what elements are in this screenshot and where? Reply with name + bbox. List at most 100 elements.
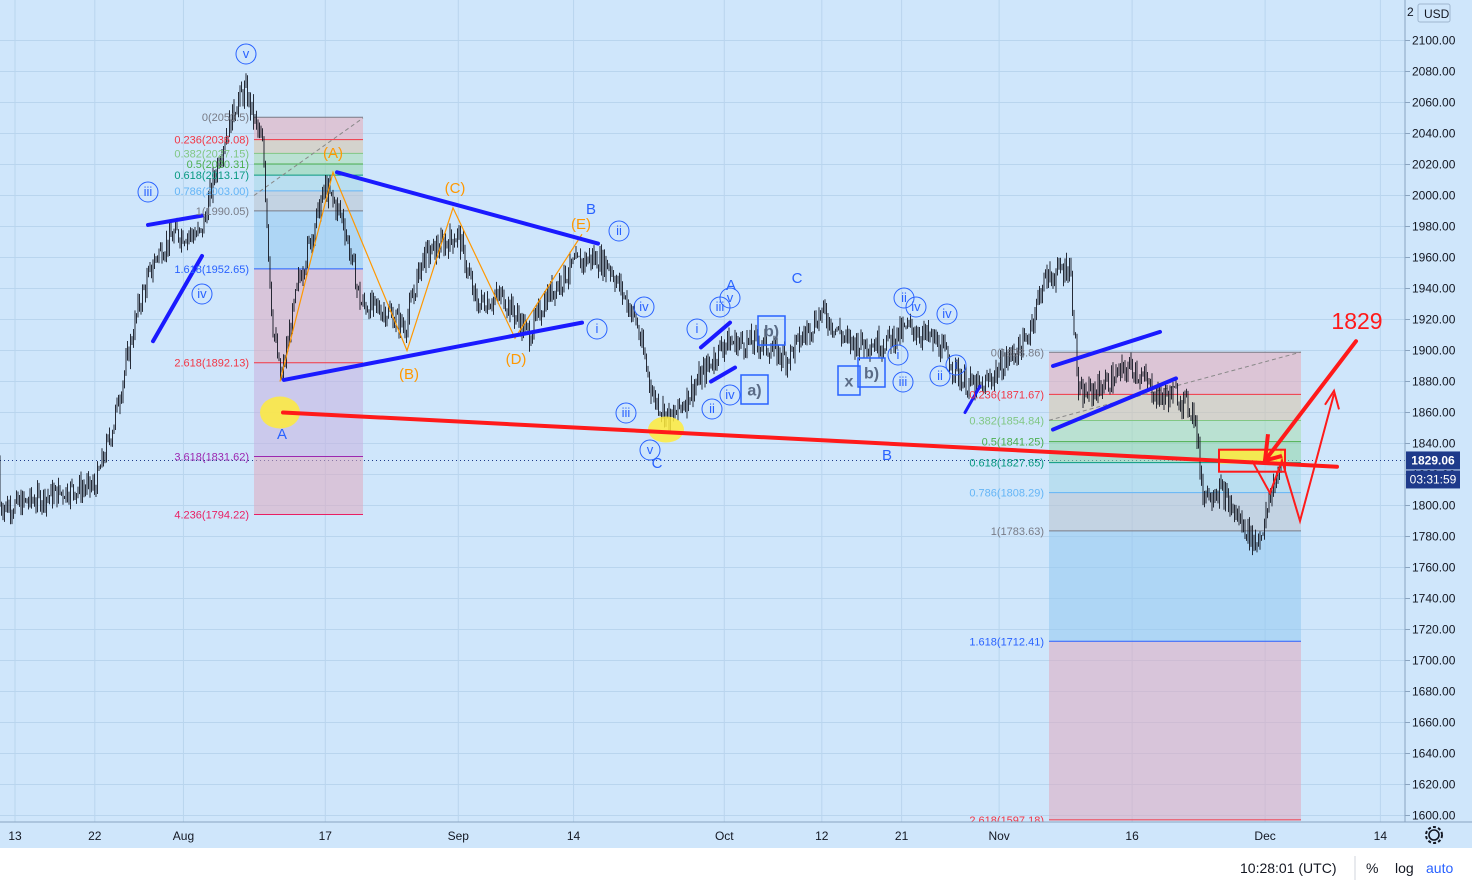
- price-tick-label: 1740.00: [1412, 592, 1456, 606]
- wave-label-boxed: b): [864, 366, 879, 383]
- time-tick-label: Sep: [448, 829, 470, 843]
- price-tick-label: 2080.00: [1412, 65, 1456, 79]
- fib-right-level-label: 0.236(1871.67): [969, 389, 1044, 401]
- wave-label-a-blue-oct: A: [726, 277, 736, 294]
- target-arrowhead: [1262, 433, 1283, 464]
- wave-label-circled: iv: [942, 306, 952, 321]
- fib-right-level-label: 0.618(1827.65): [969, 458, 1044, 470]
- currency-badge[interactable]: [1417, 3, 1451, 23]
- fib-left-trend: [253, 117, 364, 196]
- wave-label-boxed: b): [764, 324, 779, 341]
- wave-label-circled: iii: [899, 374, 908, 389]
- fib-right-level-label: 0.5(1841.25): [982, 437, 1044, 449]
- fib-right-trend: [1048, 351, 1302, 421]
- price-axis[interactable]: [1405, 0, 1472, 822]
- fib-left-level-label: 0.618(2013.17): [174, 170, 249, 182]
- trendline-triangle-lower: [282, 320, 584, 382]
- fib-right-band: [1049, 462, 1301, 493]
- price-tick-label: 1620.00: [1412, 778, 1456, 792]
- price-tick-label: 1800.00: [1412, 499, 1456, 513]
- wave-label-a-orange: (A): [323, 145, 343, 162]
- wave-label-c-blue: C: [652, 455, 663, 472]
- currency-label: USD: [1424, 7, 1450, 21]
- log-scale-button[interactable]: log: [1395, 860, 1414, 876]
- wave-circle: [608, 220, 630, 242]
- settings-icon[interactable]: [1425, 826, 1443, 844]
- fib-left-band: [254, 190, 363, 211]
- percent-scale-button[interactable]: %: [1366, 860, 1378, 876]
- wave-label-boxed: x: [845, 374, 854, 391]
- wave-circle: [235, 43, 257, 65]
- wave-label-circled: i: [696, 321, 699, 336]
- wave-labels: 0(2050.5)0.236(2036.08)0.382(2027.15)0.5…: [137, 43, 1383, 827]
- fib-right-band: [1049, 420, 1301, 442]
- fib-right-level-label: 0.382(1854.84): [969, 415, 1044, 427]
- time-tick-label: 17: [319, 829, 333, 843]
- price-tick-label: 1920.00: [1412, 313, 1456, 327]
- fib-right-level-label: 1(1783.63): [991, 526, 1044, 538]
- wave-label-circled: iv: [911, 299, 921, 314]
- price-tick-label: 1880.00: [1412, 375, 1456, 389]
- time-tick-label: 12: [815, 829, 829, 843]
- price-tick-label: 2040.00: [1412, 127, 1456, 141]
- time-tick-label: Dec: [1254, 829, 1275, 843]
- auto-scale-button[interactable]: auto: [1426, 860, 1453, 876]
- fib-left-level-label: 0(2050.5): [202, 112, 249, 124]
- price-tick-label: 1680.00: [1412, 685, 1456, 699]
- wave-circle: [191, 283, 213, 305]
- trendline-channel-lower: [1051, 376, 1178, 432]
- wave-label-a-blue: A: [277, 426, 287, 443]
- wave-label-d-orange: (D): [506, 351, 527, 368]
- wave-circle: [639, 439, 661, 461]
- price-tick-label: 1940.00: [1412, 282, 1456, 296]
- projection-arrowhead: [1324, 388, 1340, 410]
- wave-circle: [686, 318, 708, 340]
- price-tick-label: 2020.00: [1412, 158, 1456, 172]
- wave-label-b-orange: (B): [399, 366, 419, 383]
- footer-bar: [0, 848, 1472, 887]
- wave-circle: [701, 398, 723, 420]
- price-tick-label: 1600.00: [1412, 809, 1456, 823]
- fib-right-band: [1049, 492, 1301, 531]
- wave-circle: [945, 354, 967, 376]
- time-axis[interactable]: [0, 822, 1472, 848]
- trendline-oct-upper: [699, 320, 732, 350]
- time-tick-label: 22: [88, 829, 102, 843]
- time-tick-label: 14: [1374, 829, 1388, 843]
- wave-circle: [633, 296, 655, 318]
- clock-label[interactable]: 10:28:01 (UTC): [1240, 860, 1336, 876]
- trendline-nov-small: [963, 384, 982, 414]
- fib-left-level-label: 4.236(1794.22): [174, 509, 249, 521]
- candles: [0, 73, 1283, 556]
- fib-left-level-label: 2.618(1892.13): [174, 358, 249, 370]
- wave-circle: [719, 287, 741, 309]
- fib-left-level-label: 0.236(2036.08): [174, 135, 249, 147]
- wave-box: [837, 365, 861, 396]
- fib-right-level-label: 0.786(1808.29): [969, 488, 1044, 500]
- time-tick-label: 16: [1125, 829, 1139, 843]
- wave-label-circled: i: [955, 357, 958, 372]
- price-tick-label: 2000.00: [1412, 189, 1456, 203]
- fib-left-band: [254, 164, 363, 176]
- fib-right-band: [1049, 641, 1301, 820]
- price-tick-label: 1980.00: [1412, 220, 1456, 234]
- wave-label-b-blue: B: [586, 201, 596, 218]
- highlight-low-c: [648, 416, 684, 443]
- current-price-tag: [1406, 451, 1460, 470]
- price-tick-label: 1840.00: [1412, 437, 1456, 451]
- wave-label-circled: ii: [901, 290, 907, 305]
- wave-circle: [137, 181, 159, 203]
- time-tick-label: 13: [8, 829, 22, 843]
- wave-label-circled: ii: [709, 401, 715, 416]
- trendline-wave-iii: [146, 213, 204, 227]
- wave-label-circled: ii: [937, 368, 943, 383]
- fib-left-level-label: 0.5(2020.31): [187, 159, 249, 171]
- price-axis-labels: 1600.00 1620.00 1640.00 1660.00 1680.00 1700.…: [1405, 34, 1460, 823]
- wave-label-c-orange: (C): [445, 180, 466, 197]
- trendline-channel-upper: [1051, 329, 1162, 368]
- time-tick-label: Oct: [715, 829, 734, 843]
- price-tick-label: 2100.00: [1412, 34, 1456, 48]
- price-tick-label: 1640.00: [1412, 747, 1456, 761]
- fib-right-band: [1049, 352, 1301, 395]
